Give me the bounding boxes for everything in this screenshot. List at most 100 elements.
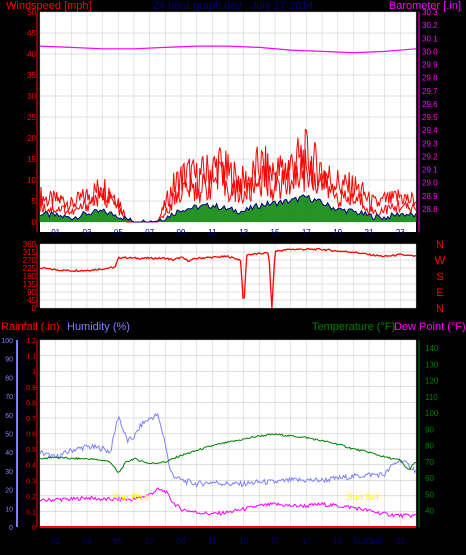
compass-label: S [436,271,443,283]
hour-tick-label: 19 [333,228,342,237]
humidity-tick-label: 60 [5,413,13,420]
hour-tick-label: 11 [208,537,217,546]
compass-label: N [436,239,444,251]
temperature-tick-label: 140 [425,344,439,353]
rain-tick-label: 0.7 [26,416,36,423]
humidity-tick-label: 10 [5,506,13,513]
series-line-dew-point [39,487,417,519]
temperature-tick-label: 110 [425,393,438,402]
humidity-tick-label: 100 [1,338,13,345]
rain-tick-label: 0.8 [26,400,36,407]
humidity-tick-label: 20 [5,488,13,495]
series-line-wind-direction [39,247,416,309]
graph-title: 24 hour graph day : July 17 2014 [153,0,314,12]
compass-label: W [435,255,446,267]
rain-tick-label: 0.3 [26,478,36,485]
temperature-tick-label: 100 [425,409,439,418]
temperature-tick-label: 70 [425,458,434,467]
wind-tick-label: 45 [27,29,36,38]
wind-tick-label: 10 [27,176,36,185]
wind-avg-area [40,194,416,222]
direction-grid [36,243,417,309]
direction-tick-label: 270 [23,256,37,265]
humidity-tick-label: 50 [5,432,13,439]
rain-title: Rainfall (.in) [1,321,60,333]
hour-tick-label: 03 [83,537,92,546]
wind-tick-label: 30 [27,92,36,101]
hour-tick-label: 05 [114,228,123,237]
barometer-tick-label: 29.2 [422,152,438,161]
barometer-tick-label: 29.4 [422,126,438,135]
barometer-tick-label: 30.1 [422,34,438,43]
barometer-tick-label: 29.8 [422,74,438,83]
rain-tick-label: 0.5 [26,447,36,454]
wind-series [39,45,417,223]
wind-x-ticks: 01 03 05 07 09 11 13 15 17 19 21 23 [51,228,405,237]
hour-tick-label: 21 [365,537,374,546]
barometer-tick-label: 30.0 [422,47,438,56]
hour-tick-label: 23 [396,228,405,237]
barometer-tick-label: 30.3 [422,8,438,17]
barometer-tick-label: 29.1 [422,166,438,175]
hour-tick-label: 17 [302,228,311,237]
hour-tick-label: 01 [51,537,60,546]
barometer-tick-label: 29.3 [422,139,438,148]
barometer-tick-label: 28.9 [422,192,438,201]
hour-tick-label: 17 [302,537,311,546]
hour-tick-label: Sun Set [353,537,382,546]
sunrise-label: Sun Rise [113,492,150,502]
series-line-humidity [39,412,417,489]
direction-tick-label: 315 [23,248,37,257]
humidity-tick-label: 40 [5,450,13,457]
direction-series [39,247,416,309]
temperature-tick-label: 90 [425,425,434,434]
rain-tick-label: 0.1 [26,509,36,516]
hour-tick-label: 03 [83,228,92,237]
barometer-title: Barometer [.in] [389,0,461,12]
hour-tick-label: 13 [239,228,248,237]
wind-tick-label: 35 [27,71,36,80]
humidity-tick-label: 0 [9,525,13,532]
rain-tick-label: 0.6 [26,432,36,439]
wind-tick-label: 40 [27,50,36,59]
direction-tick-label: 135 [23,280,37,289]
barometer-tick-label: 29.9 [422,61,438,70]
direction-tick-label: 0 [32,304,37,313]
wind-tick-label: 5 [32,197,37,206]
temperature-tick-label: 80 [425,442,434,451]
rain-tick-label: 1.1 [26,354,36,361]
hour-tick-label: 13 [239,537,248,546]
hour-tick-label: 19 [333,537,342,546]
wind-tick-label: 0 [32,218,37,227]
humidity-tick-label: 30 [5,469,13,476]
humidity-tick-label: 70 [5,394,13,401]
hour-tick-label: 09 [177,537,186,546]
direction-tick-label: 90 [27,288,36,297]
rain-tick-label: 0 [32,525,36,532]
compass-label: E [436,287,443,299]
temperature-tick-label: 120 [425,377,439,386]
hour-tick-label: 01 [51,228,60,237]
rain-tick-label: 0.4 [26,463,36,470]
hour-tick-label: 09 [177,228,186,237]
hour-tick-label: 21 [365,228,374,237]
temperature-tick-label: 60 [425,474,434,483]
wind-tick-label: 20 [27,134,36,143]
temperature-tick-label: 50 [425,490,434,499]
sunset-label: Sun Set [347,492,380,502]
wind-title: Windspeed [mph] [6,0,92,12]
wind-tick-label: 25 [27,113,36,122]
rain-tick-label: 1 [32,369,36,376]
dewpoint-title: Dew Point (°F) [394,321,466,333]
barometer-tick-label: 29.6 [422,100,438,109]
humidity-tick-label: 90 [5,357,13,364]
hour-tick-label: 05 [114,537,123,546]
hour-tick-label: 07 [145,537,154,546]
hour-tick-label: 23 [396,537,405,546]
wind-tick-label: 50 [27,8,36,17]
climate-series [39,412,417,528]
wind-y-ticks: 0 5 10 15 20 25 30 35 40 45 50 [27,8,36,227]
